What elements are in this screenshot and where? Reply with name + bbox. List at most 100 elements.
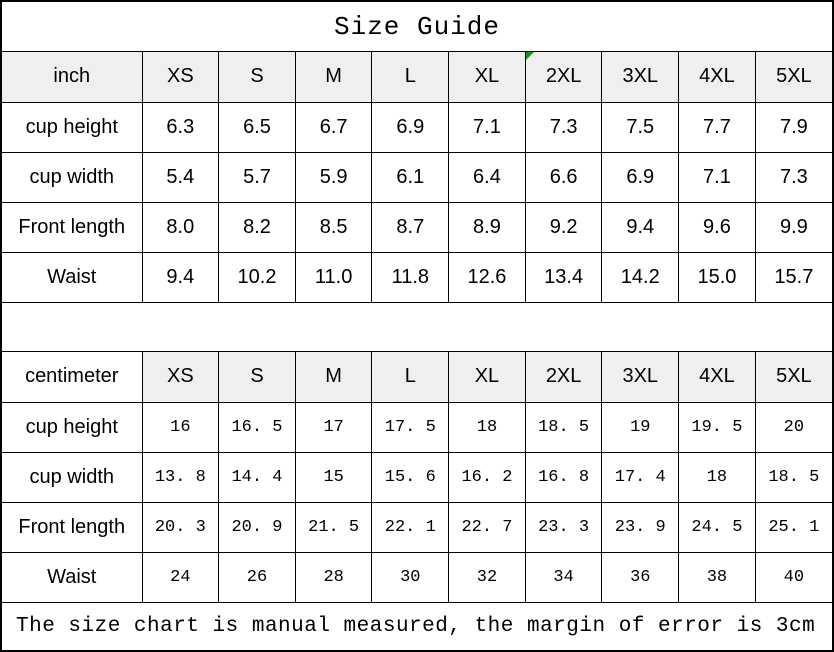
value-cell: 15 [294,451,373,503]
value-cell: 23. 3 [524,501,603,553]
inch-size-table: inch XS S M L XL 2XL 3XL 4XL 5XL cup height 6.3 6.5 6… [2,51,832,303]
value-cell: 17. 5 [371,401,450,453]
value-cell: 21. 5 [294,501,373,553]
value-cell: 9.6 [678,201,756,253]
cell-corner-marker-icon [526,53,534,60]
size-header-cell: 2XL [524,51,603,103]
centimeter-size-table: centimeter XS S M L XL 2XL 3XL 4XL 5XL cup height 1… [2,351,832,603]
value-cell: 6.1 [371,151,450,203]
value-cell: 34 [524,551,603,603]
size-header-cell: XS [141,51,220,103]
table-row: Waist 24 26 28 30 32 34 36 38 40 [2,551,832,603]
table-spacer [2,302,832,352]
value-cell: 26 [218,551,296,603]
value-cell: 19 [601,401,680,453]
value-cell: 19. 5 [678,401,756,453]
value-cell: 9.2 [524,201,603,253]
value-cell: 6.5 [218,101,296,153]
size-header-cell: 3XL [601,51,680,103]
value-cell: 38 [678,551,756,603]
row-label-cell: Waist [2,551,143,603]
value-cell: 15.7 [754,251,832,303]
value-cell: 22. 1 [371,501,450,553]
value-cell: 20. 9 [218,501,296,553]
value-cell: 11.8 [371,251,450,303]
value-cell: 20. 3 [141,501,220,553]
value-cell: 13. 8 [141,451,220,503]
size-header-row: centimeter XS S M L XL 2XL 3XL 4XL 5XL [2,351,832,403]
size-header-row: inch XS S M L XL 2XL 3XL 4XL 5XL [2,51,832,103]
value-cell: 7.3 [754,151,832,203]
value-cell: 6.6 [524,151,603,203]
value-cell: 7.5 [601,101,680,153]
size-header-cell: XS [141,351,220,403]
value-cell: 30 [371,551,450,603]
size-header-cell: M [294,51,373,103]
value-cell: 6.7 [294,101,373,153]
size-header-cell: XL [448,51,526,103]
size-header-cell: L [371,51,450,103]
value-cell: 7.1 [448,101,526,153]
table-row: cup height 6.3 6.5 6.7 6.9 7.1 7.3 7.5 7.7 7.9 [2,101,832,153]
value-cell: 17. 4 [601,451,680,503]
value-cell: 7.7 [678,101,756,153]
unit-header-cell: inch [2,51,143,103]
value-cell: 23. 9 [601,501,680,553]
table-row: cup width 13. 8 14. 4 15 15. 6 16. 2 16. 8 17. … [2,451,832,503]
size-header-cell: 4XL [678,51,756,103]
footer-note: The size chart is manual measured, the m… [2,602,832,650]
value-cell: 9.4 [601,201,680,253]
value-cell: 20 [754,401,832,453]
size-header-cell: 3XL [601,351,680,403]
size-header-cell: M [294,351,373,403]
size-header-cell: 2XL [524,351,603,403]
value-cell: 24. 5 [678,501,756,553]
value-cell: 18 [678,451,756,503]
value-cell: 17 [294,401,373,453]
value-cell: 14. 4 [218,451,296,503]
value-cell: 18 [448,401,526,453]
row-label-cell: cup width [2,451,143,503]
value-cell: 40 [754,551,832,603]
value-cell: 15.0 [678,251,756,303]
value-cell: 11.0 [294,251,373,303]
value-cell: 8.2 [218,201,296,253]
row-label-cell: Front length [2,201,143,253]
value-cell: 16. 8 [524,451,603,503]
value-cell: 5.7 [218,151,296,203]
value-cell: 15. 6 [371,451,450,503]
value-cell: 12.6 [448,251,526,303]
value-cell: 6.3 [141,101,220,153]
page-title: Size Guide [2,2,832,52]
value-cell: 8.9 [448,201,526,253]
row-label-cell: cup width [2,151,143,203]
size-header-cell: S [218,51,296,103]
value-cell: 5.9 [294,151,373,203]
value-cell: 9.9 [754,201,832,253]
table-row: cup width 5.4 5.7 5.9 6.1 6.4 6.6 6.9 7.1 7.3 [2,151,832,203]
row-label-cell: Waist [2,251,143,303]
value-cell: 10.2 [218,251,296,303]
unit-header-cell: centimeter [2,351,143,403]
row-label-cell: Front length [2,501,143,553]
value-cell: 13.4 [524,251,603,303]
row-label-cell: cup height [2,101,143,153]
size-header-cell: 4XL [678,351,756,403]
table-row: Front length 8.0 8.2 8.5 8.7 8.9 9.2 9.4 9.6 9.9 [2,201,832,253]
size-header-cell: 5XL [754,351,832,403]
value-cell: 7.9 [754,101,832,153]
table-row: Waist 9.4 10.2 11.0 11.8 12.6 13.4 14.2 15.0 15.7 [2,251,832,303]
value-cell: 32 [448,551,526,603]
value-cell: 8.7 [371,201,450,253]
value-cell: 28 [294,551,373,603]
value-cell: 16 [141,401,220,453]
value-cell: 36 [601,551,680,603]
value-cell: 14.2 [601,251,680,303]
size-header-cell: 5XL [754,51,832,103]
value-cell: 8.0 [141,201,220,253]
value-cell: 7.3 [524,101,603,153]
value-cell: 24 [141,551,220,603]
size-header-cell: L [371,351,450,403]
value-cell: 22. 7 [448,501,526,553]
